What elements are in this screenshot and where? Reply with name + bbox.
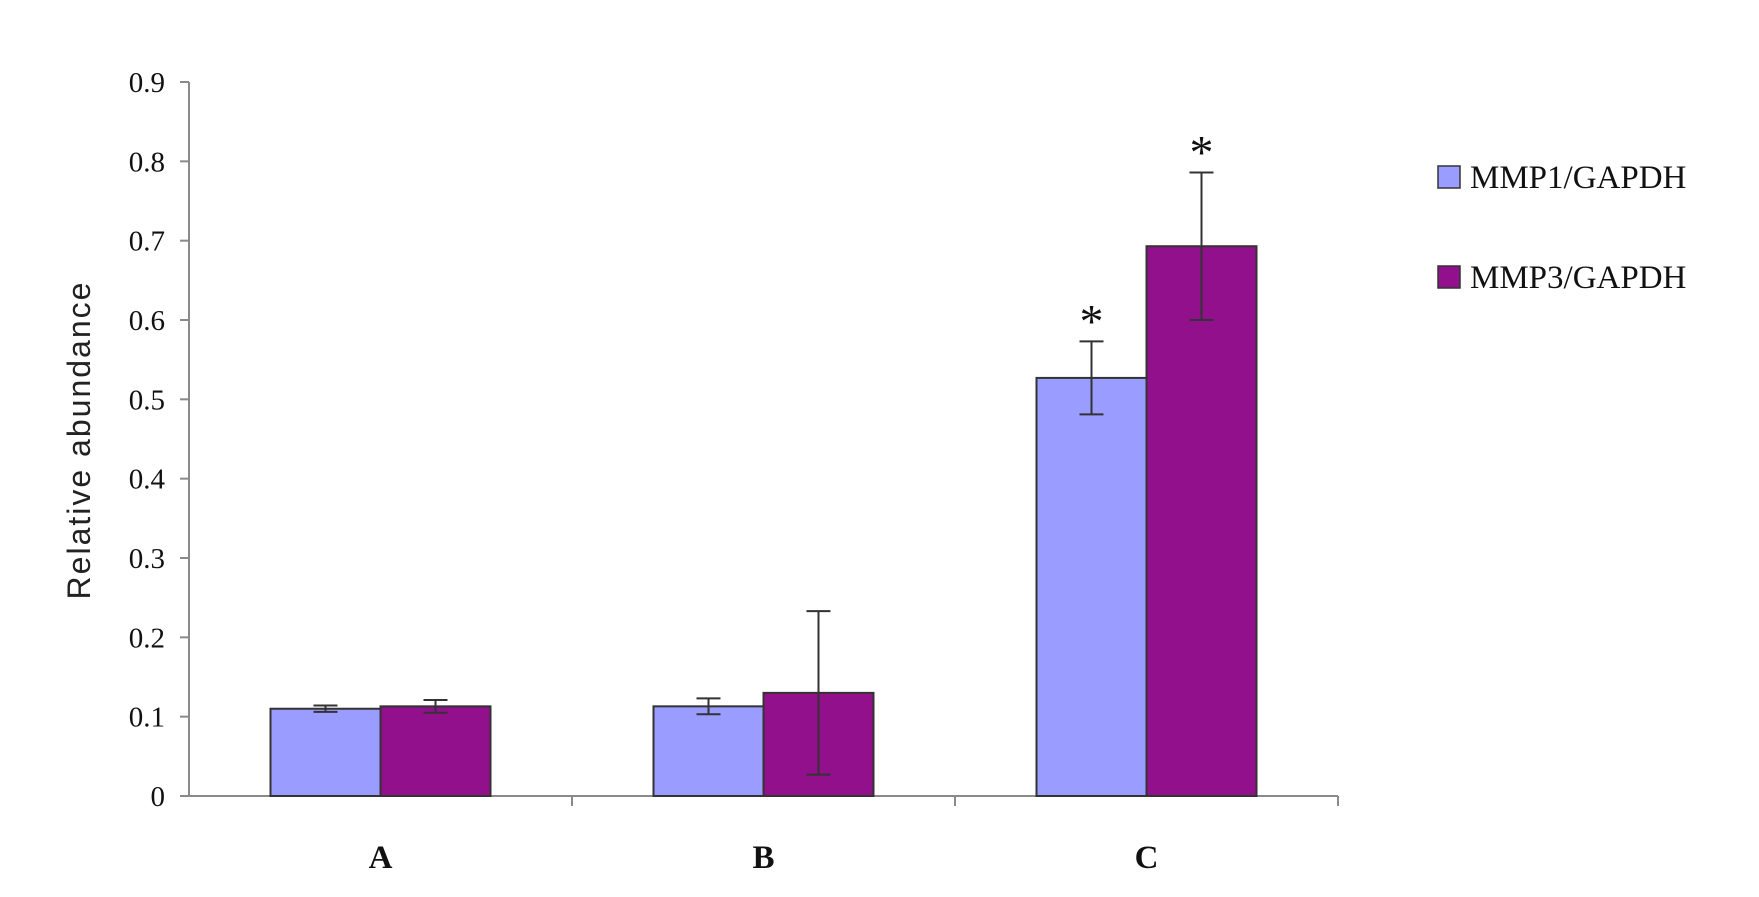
bar-mmp3-gapdh-c [1145, 245, 1258, 798]
legend-swatch [1437, 265, 1461, 289]
legend-label: MMP3/GAPDH [1470, 260, 1686, 296]
y-tick-label: 0.6 [129, 305, 165, 337]
significance-marker: * [1080, 295, 1104, 348]
y-tick-label: 0.5 [129, 384, 165, 416]
y-axis-label: Relative abundance [61, 281, 97, 600]
y-tick-label: 0.3 [129, 543, 165, 575]
y-tick-label: 0.9 [129, 67, 165, 99]
x-category-label: C [1135, 840, 1159, 876]
chart-bars [269, 171, 1258, 798]
x-category-label: A [369, 840, 393, 876]
y-tick-label: 0.1 [129, 702, 165, 734]
bar-mmp1-gapdh-b [652, 705, 765, 797]
y-tick-label: 0.7 [129, 226, 165, 258]
y-tick-label: 0.8 [129, 146, 165, 178]
x-category-label: B [752, 840, 774, 876]
significance-marker: * [1190, 126, 1214, 179]
chart-labels: Relative abundance 0 0.1 0.2 0.3 0.4 0.5 0.6 0.… [61, 67, 1214, 876]
chart-legend: MMP1/GAPDH MMP3/GAPDH [1437, 160, 1686, 296]
y-tick-label: 0 [151, 781, 166, 813]
legend-label: MMP1/GAPDH [1470, 160, 1686, 196]
bar-mmp1-gapdh-c [1035, 376, 1148, 797]
bar-mmp3-gapdh-a [379, 705, 492, 797]
y-tick-label: 0.2 [129, 622, 165, 654]
legend-swatch [1437, 165, 1461, 189]
bar-mmp1-gapdh-a [269, 707, 382, 798]
y-tick-label: 0.4 [129, 464, 166, 496]
